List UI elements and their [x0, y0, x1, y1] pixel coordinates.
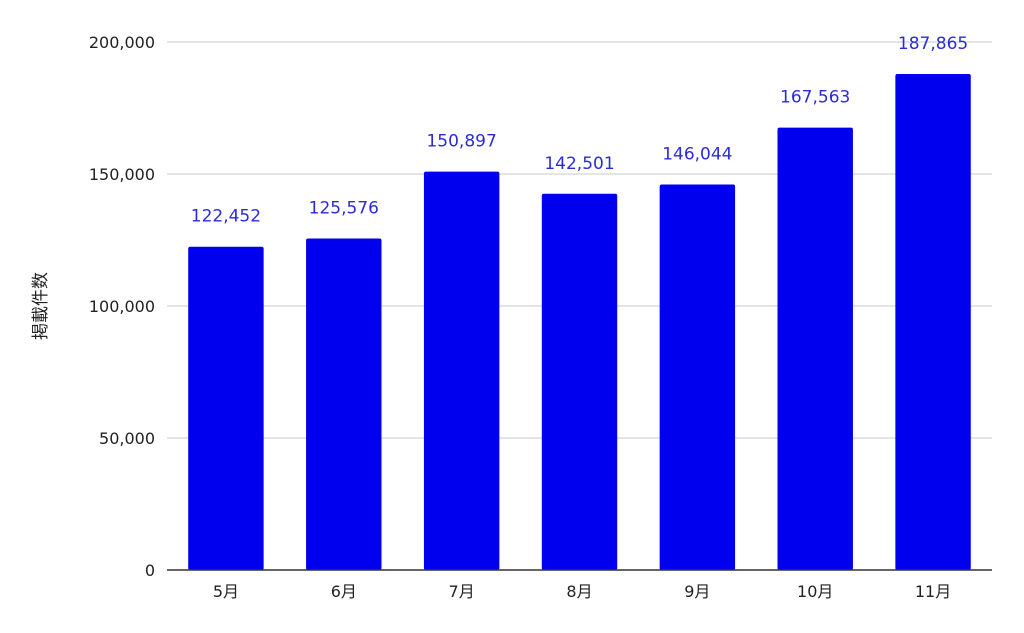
bar	[659, 184, 736, 570]
data-label: 150,897	[426, 132, 496, 152]
x-tick-label: 9月	[684, 582, 710, 601]
x-tick-labels: 5月 6月 7月 8月 9月 10月 11月	[213, 582, 951, 601]
data-label: 125,576	[309, 198, 379, 218]
bar	[541, 193, 618, 570]
data-label: 146,044	[662, 144, 732, 164]
y-tick-label: 150,000	[89, 165, 155, 184]
x-tick-label: 11月	[915, 582, 951, 601]
bar	[777, 127, 853, 571]
data-label: 142,501	[544, 154, 614, 174]
data-labels: 122,452 125,576 150,897 142,501 146,044 167,5…	[191, 34, 968, 227]
data-label: 167,563	[780, 88, 850, 108]
data-label: 122,452	[191, 207, 261, 227]
x-tick-label: 7月	[449, 582, 475, 601]
bar	[895, 74, 971, 570]
bar	[188, 246, 264, 570]
x-tick-label: 6月	[331, 582, 357, 601]
x-tick-label: 8月	[566, 582, 592, 601]
y-tick-label: 100,000	[89, 297, 155, 316]
data-label: 187,865	[898, 34, 968, 54]
bar	[423, 171, 500, 570]
y-tick-labels: 0 50,000 100,000 150,000 200,000	[89, 33, 155, 580]
x-tick-label: 10月	[797, 582, 833, 601]
bars	[188, 74, 971, 571]
y-axis-title: 掲載件数	[31, 272, 51, 340]
x-tick-label: 5月	[213, 582, 239, 601]
y-tick-label: 0	[145, 561, 155, 580]
y-tick-label: 200,000	[89, 33, 155, 52]
y-tick-label: 50,000	[99, 429, 155, 448]
bar	[306, 238, 382, 570]
